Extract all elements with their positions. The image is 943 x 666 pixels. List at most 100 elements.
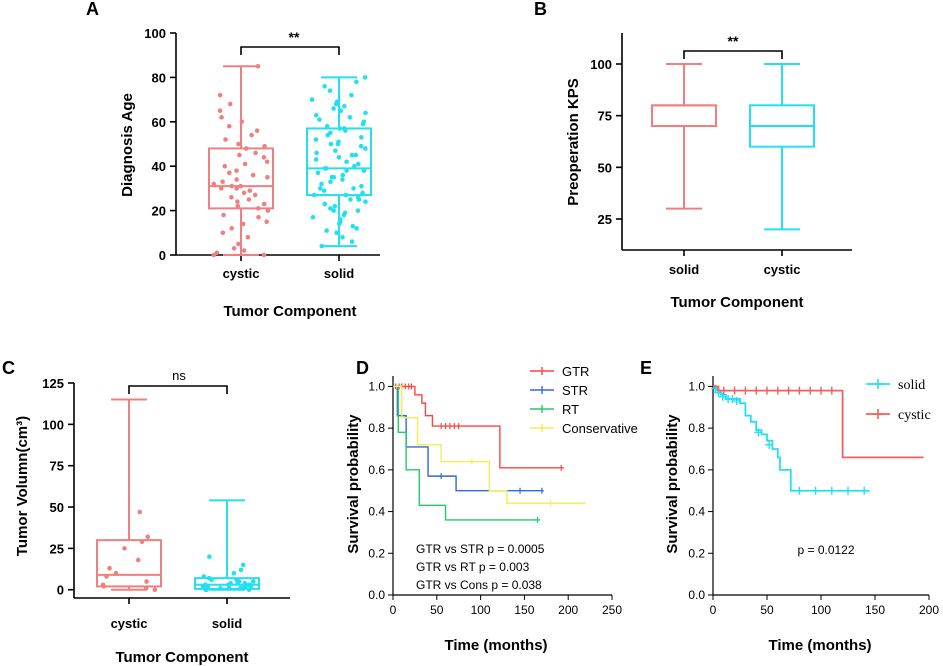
- panel-label: A: [86, 0, 99, 19]
- data-point: [242, 580, 248, 586]
- censor-mark: [784, 386, 793, 395]
- legend: GTR STR RT Conservative: [530, 364, 638, 436]
- data-point: [328, 130, 333, 136]
- censor-mark: [728, 394, 737, 403]
- data-point: [113, 570, 119, 576]
- censor-mark: [763, 386, 771, 395]
- data-point: [144, 579, 149, 584]
- p-value-annotation: GTR vs RT p = 0.003: [416, 560, 530, 574]
- data-point: [253, 150, 258, 156]
- p-value-annotation: GTR vs STR p = 0.0005: [416, 542, 545, 556]
- data-point: [217, 108, 223, 113]
- x-tick-label: 150: [514, 603, 534, 617]
- category-label: cystic: [111, 616, 148, 631]
- data-point: [336, 155, 342, 160]
- data-point: [265, 175, 270, 180]
- data-point: [238, 567, 244, 573]
- data-point: [331, 208, 336, 213]
- data-point: [217, 92, 223, 98]
- panel-label: E: [640, 358, 652, 378]
- plot-area: 0.0 0.2 0.4 0.6 0.8 1.0 0 50 100 150 200 250: [368, 376, 622, 617]
- plot-area: 0 20 40 60 80 100 cystic solid: [144, 26, 380, 281]
- data-point: [250, 579, 256, 584]
- data-point: [234, 177, 239, 182]
- box-iqr: [208, 147, 274, 210]
- data-point: [349, 239, 355, 244]
- data-point: [262, 143, 267, 149]
- data-point: [237, 152, 242, 158]
- data-point: [247, 188, 253, 193]
- y-tick-label: 1.0: [368, 379, 385, 393]
- x-tick-label: 0: [710, 603, 717, 617]
- data-point: [348, 197, 353, 202]
- data-point: [351, 186, 356, 191]
- data-point: [220, 179, 225, 185]
- data-point: [361, 119, 367, 125]
- data-point: [313, 137, 319, 142]
- data-point: [226, 123, 232, 129]
- data-point: [234, 577, 239, 583]
- data-point: [309, 97, 315, 102]
- data-point: [341, 126, 347, 131]
- data-point: [358, 143, 364, 149]
- category-label: solid: [669, 262, 699, 277]
- data-point: [261, 252, 267, 258]
- y-tick-label: 0.8: [368, 421, 385, 435]
- data-point: [354, 79, 359, 85]
- data-point: [246, 197, 252, 202]
- data-point: [313, 157, 319, 162]
- data-point: [231, 570, 237, 576]
- survival-curve: [713, 385, 924, 459]
- panel-c: C Tumor Volumn(cm³) Tumor Component ns 0…: [2, 358, 290, 666]
- significance-label: **: [289, 29, 300, 45]
- data-point: [328, 179, 333, 185]
- data-point: [317, 117, 322, 122]
- data-point: [261, 201, 267, 207]
- data-point: [337, 217, 343, 222]
- data-point: [264, 159, 270, 165]
- data-point: [234, 168, 239, 173]
- category-label: cystic: [223, 266, 260, 281]
- data-point: [334, 230, 339, 236]
- censor-mark: [752, 386, 761, 395]
- legend-label: STR: [562, 383, 588, 398]
- data-point: [206, 575, 212, 581]
- legend-marker: [873, 409, 883, 419]
- data-point: [264, 219, 269, 224]
- data-point: [203, 587, 208, 593]
- data-point: [361, 168, 367, 173]
- data-point: [261, 155, 267, 160]
- y-tick-label: 0.4: [688, 505, 705, 519]
- data-point: [324, 123, 330, 129]
- data-point: [122, 546, 127, 551]
- data-point: [328, 141, 334, 147]
- y-tick-label: 0: [57, 583, 64, 598]
- data-point: [317, 186, 323, 191]
- data-point: [340, 234, 345, 240]
- data-point: [350, 223, 356, 229]
- x-tick-label: 100: [811, 603, 831, 617]
- survival-curve: [393, 385, 541, 521]
- data-point: [207, 554, 212, 559]
- data-point: [254, 128, 260, 133]
- data-point: [249, 132, 254, 138]
- data-point: [219, 115, 224, 120]
- data-point: [139, 539, 145, 545]
- legend-label: Conservative: [562, 421, 638, 436]
- legend-label: solid: [898, 378, 925, 393]
- y-tick-label: 100: [144, 26, 166, 41]
- data-point: [332, 203, 338, 209]
- data-point: [355, 194, 361, 200]
- data-point: [343, 192, 349, 198]
- data-point: [245, 234, 251, 240]
- data-point: [104, 574, 109, 579]
- p-value-annotation: GTR vs Cons p = 0.038: [416, 578, 542, 592]
- y-tick-label: 0.4: [368, 505, 385, 519]
- y-axis-label: Tumor Volumn(cm³): [14, 416, 31, 556]
- data-point: [239, 119, 245, 125]
- significance-bracket: [683, 50, 783, 59]
- data-point: [255, 64, 261, 69]
- legend: solid cystic: [866, 378, 931, 423]
- data-point: [223, 137, 228, 142]
- y-tick-label: 0.0: [688, 588, 705, 602]
